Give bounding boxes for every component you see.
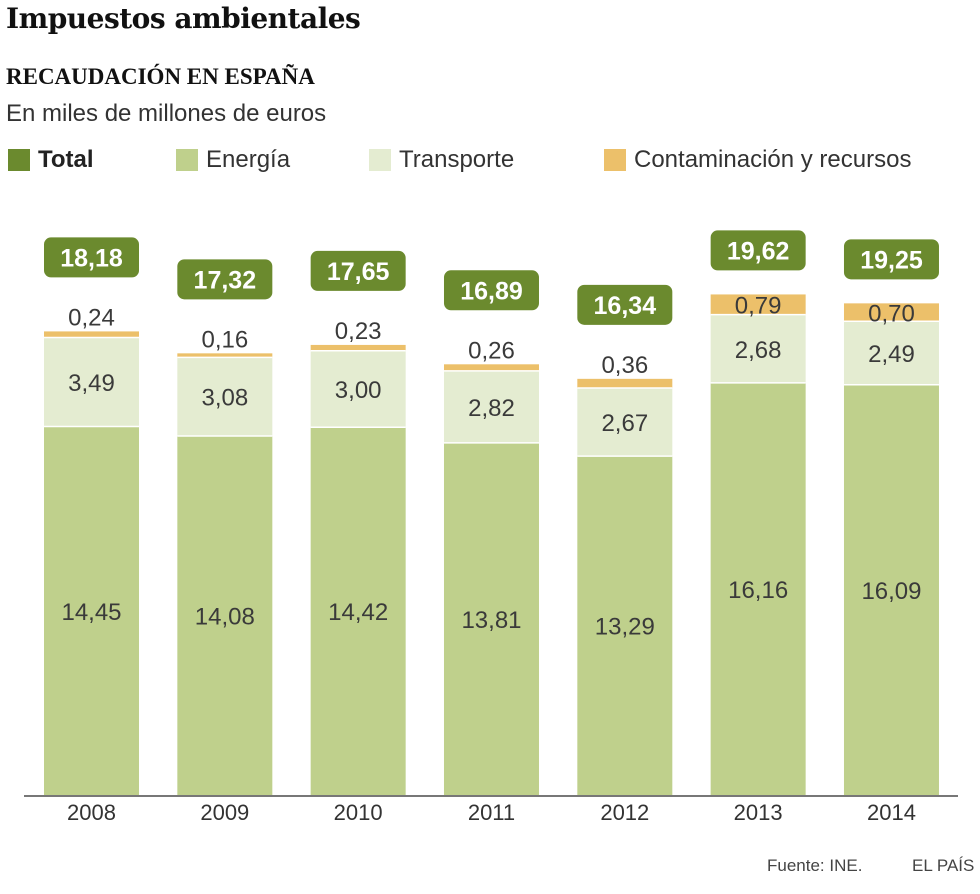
legend-label-transporte: Transporte (399, 146, 515, 173)
bar-energia-2011 (443, 442, 539, 795)
data-label-transporte-2010: 3,00 (335, 377, 382, 404)
legend-label-energia: Energía (206, 146, 291, 173)
chart-subtitle: RECAUDACIÓN EN ESPAÑA (6, 64, 315, 89)
legend-item-transporte: Transporte (369, 142, 514, 178)
data-label-contaminacion-2012: 0,36 (601, 352, 648, 379)
x-tick-label-2009: 2009 (200, 800, 249, 825)
legend-item-total: Total (8, 142, 94, 178)
bar-transporte-2010 (310, 350, 406, 428)
unit-label: En miles de millones de euros (6, 100, 327, 127)
publisher-brand: EL PAÍS (912, 856, 975, 875)
data-label-contaminacion-2011: 0,26 (468, 337, 515, 364)
data-label-transporte-2014: 2,49 (868, 341, 915, 368)
data-label-energia-2010: 14,42 (328, 599, 388, 626)
data-label-transporte-2012: 2,67 (601, 410, 648, 437)
total-label-2010: 17,65 (327, 258, 390, 286)
x-tick-label-2014: 2014 (867, 800, 916, 825)
bar-energia-2013 (710, 382, 806, 795)
total-label-2009: 17,32 (194, 266, 257, 294)
data-label-energia-2011: 13,81 (461, 607, 521, 634)
data-label-energia-2014: 16,09 (861, 578, 921, 605)
x-tick-label-2013: 2013 (734, 800, 783, 825)
data-label-contaminacion-2014: 0,70 (868, 300, 915, 327)
data-label-transporte-2013: 2,68 (735, 337, 782, 364)
total-label-2008: 18,18 (60, 244, 123, 272)
total-label-2014: 19,25 (860, 246, 923, 274)
total-badge-2008 (44, 237, 139, 278)
legend-item-contaminacion: Contaminación y recursos (604, 142, 911, 178)
bar-transporte-2011 (443, 370, 539, 443)
data-label-energia-2009: 14,08 (195, 603, 255, 630)
total-badge-2013 (710, 230, 806, 271)
total-badge-2010 (310, 250, 406, 291)
x-tick-label-2008: 2008 (67, 800, 116, 825)
bar-transporte-2009 (177, 357, 273, 436)
total-label-2012: 16,34 (594, 292, 657, 320)
data-label-contaminacion-2009: 0,16 (201, 326, 248, 353)
bar-energia-2009 (177, 435, 273, 795)
bar-contaminacion-2008 (44, 331, 139, 338)
data-label-transporte-2011: 2,82 (468, 395, 515, 422)
x-tick-label-2010: 2010 (334, 800, 383, 825)
total-label-2013: 19,62 (727, 237, 790, 265)
total-badge-2012 (577, 284, 673, 325)
legend-label-total: Total (38, 146, 94, 173)
data-label-transporte-2009: 3,08 (201, 385, 248, 412)
legend-swatch-total (8, 149, 30, 171)
bar-transporte-2014 (843, 321, 939, 385)
total-badge-2011 (443, 270, 539, 311)
source-note: Fuente: INE. (767, 856, 863, 875)
bar-energia-2014 (843, 384, 939, 795)
data-label-energia-2013: 16,16 (728, 577, 788, 604)
bar-contaminacion-2009 (177, 353, 273, 358)
bar-transporte-2012 (577, 388, 673, 457)
bar-transporte-2008 (44, 337, 139, 427)
bar-energia-2012 (577, 456, 673, 795)
data-label-energia-2008: 14,45 (61, 599, 121, 626)
data-label-contaminacion-2010: 0,23 (335, 318, 382, 345)
bar-contaminacion-2014 (843, 303, 939, 322)
data-label-contaminacion-2013: 0,79 (735, 293, 782, 320)
legend-swatch-transporte (369, 149, 391, 171)
data-label-transporte-2008: 3,49 (68, 370, 115, 397)
x-tick-label-2011: 2011 (468, 800, 515, 825)
legend: Total Energía Transporte Contaminación y… (0, 142, 980, 178)
bar-energia-2010 (310, 427, 406, 795)
legend-swatch-contaminacion (604, 149, 626, 171)
data-label-energia-2012: 13,29 (595, 614, 655, 641)
data-label-contaminacion-2008: 0,24 (68, 304, 115, 331)
bar-contaminacion-2010 (310, 344, 406, 351)
bar-contaminacion-2011 (443, 364, 539, 371)
legend-item-energia: Energía (176, 142, 290, 178)
bar-energia-2008 (44, 426, 139, 795)
bar-contaminacion-2012 (577, 378, 673, 389)
total-badge-2009 (177, 259, 273, 300)
legend-swatch-energia (176, 149, 198, 171)
bar-transporte-2013 (710, 314, 806, 383)
legend-label-contaminacion: Contaminación y recursos (634, 146, 912, 173)
total-badge-2014 (843, 239, 939, 280)
total-label-2011: 16,89 (460, 277, 523, 305)
chart-title: Impuestos ambientales (6, 2, 361, 35)
x-tick-label-2012: 2012 (600, 800, 649, 825)
bar-contaminacion-2013 (710, 294, 806, 315)
